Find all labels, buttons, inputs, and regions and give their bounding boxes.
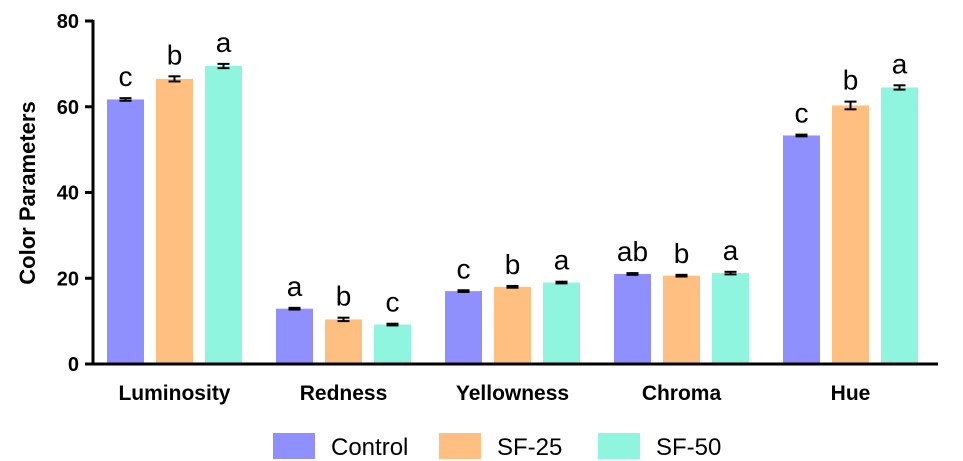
x-tick-label: Yellowness <box>456 382 569 405</box>
bar-sf-25-yellowness <box>494 286 531 364</box>
significance-letter: b <box>843 65 859 96</box>
legend-label-sf-50: SF-50 <box>656 434 721 461</box>
bar-control-luminosity <box>107 99 144 365</box>
significance-letter: a <box>216 27 232 58</box>
bar-sf-25-hue <box>832 105 869 365</box>
significance-letter: a <box>892 48 908 79</box>
bar-sf-25-redness <box>325 319 362 364</box>
significance-letter: c <box>457 253 471 284</box>
legend-swatch-sf-25 <box>439 433 481 459</box>
bar-control-redness <box>276 308 313 364</box>
x-tick-label: Hue <box>831 382 871 405</box>
bar-control-hue <box>783 135 820 364</box>
bars <box>107 66 918 365</box>
significance-letter: b <box>674 238 690 269</box>
bar-sf-50-yellowness <box>543 282 580 364</box>
bar-sf-50-hue <box>881 87 918 365</box>
legend-swatch-sf-50 <box>598 433 640 459</box>
significance-letter: c <box>119 61 133 92</box>
significance-letter: ab <box>617 236 648 267</box>
bar-sf-50-redness <box>374 324 411 364</box>
y-tick-label: 60 <box>57 97 79 119</box>
bar-sf-50-chroma <box>712 273 749 364</box>
error-bars <box>119 62 906 327</box>
y-tick-label: 0 <box>68 354 79 376</box>
significance-letter: c <box>386 287 400 318</box>
legend: Control SF-25 SF-50 <box>273 433 721 461</box>
y-tick-label: 80 <box>57 11 79 33</box>
significance-letter: a <box>723 235 739 266</box>
y-axis-label: Color Parameters <box>15 101 40 284</box>
legend-label-control: Control <box>331 434 408 461</box>
x-tick-label: Luminosity <box>118 382 230 405</box>
y-axis-ticks: 0 20 40 60 80 <box>57 11 93 376</box>
bar-control-yellowness <box>445 291 482 364</box>
bar-sf-50-luminosity <box>205 66 242 365</box>
x-tick-label: Chroma <box>642 382 722 405</box>
significance-letter: a <box>554 245 570 276</box>
x-axis-ticks: Luminosity Redness Yellowness Chroma Hue <box>118 382 870 405</box>
y-tick-label: 40 <box>57 183 79 205</box>
x-tick-label: Redness <box>300 382 388 405</box>
bar-sf-25-chroma <box>663 275 700 364</box>
legend-label-sf-25: SF-25 <box>497 434 562 461</box>
significance-letter: b <box>167 39 183 70</box>
significance-letter: b <box>336 281 352 312</box>
significance-letter: b <box>505 249 521 280</box>
legend-swatch-control <box>273 433 315 459</box>
y-tick-label: 20 <box>57 268 79 290</box>
significance-letter: a <box>287 271 303 302</box>
bar-control-chroma <box>614 273 651 364</box>
significance-letter: c <box>795 98 809 129</box>
bar-sf-25-luminosity <box>156 78 193 364</box>
